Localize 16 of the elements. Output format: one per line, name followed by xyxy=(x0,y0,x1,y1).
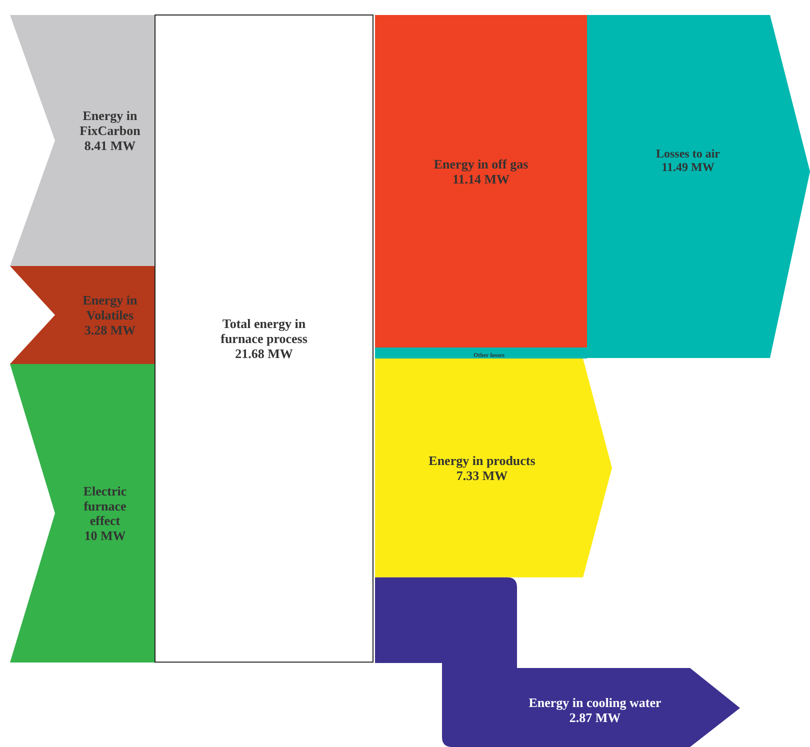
category-label: Energy in cooling water xyxy=(528,695,662,710)
data-label: 7.33 MW xyxy=(456,468,508,483)
category-label: Energy in off gas xyxy=(434,156,528,172)
data-label: 21.68 MW xyxy=(235,346,293,362)
category-label: Losses to air xyxy=(656,146,721,160)
category-label: Electric furnace effect xyxy=(83,483,127,528)
category-label: Energy in Volatiles xyxy=(82,292,138,323)
data-label: 8.41 MW xyxy=(84,138,136,154)
category-label: Energy in products xyxy=(428,453,536,468)
category-label: Total energy in furnace process xyxy=(220,316,308,346)
category-label: Energy in FixCarbon xyxy=(80,108,142,138)
data-label: 3.28 MW xyxy=(84,322,136,338)
data-label: 2.87 MW xyxy=(569,710,621,726)
data-label: 10 MW xyxy=(84,528,126,544)
data-label: 11.14 MW xyxy=(452,171,510,186)
data-label: 11.49 MW xyxy=(662,160,714,174)
